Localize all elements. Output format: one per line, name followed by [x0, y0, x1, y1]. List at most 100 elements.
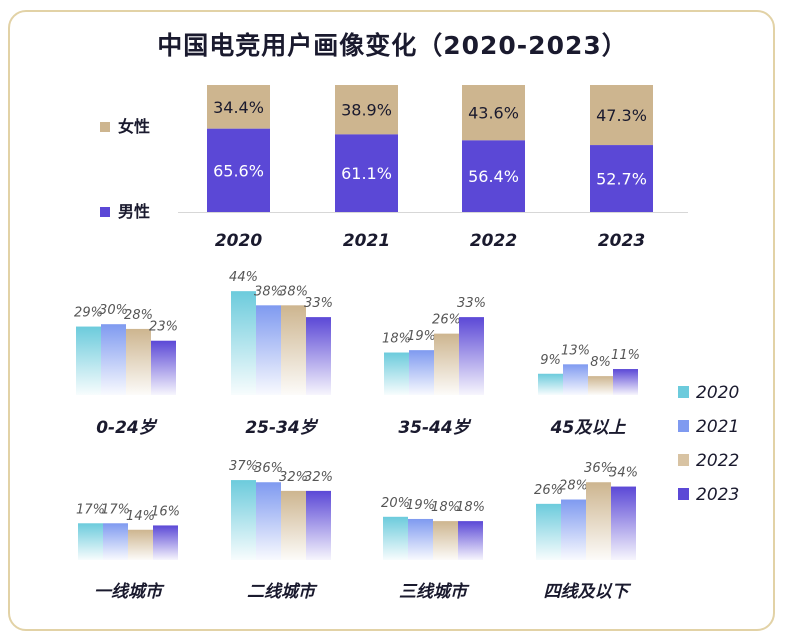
bar-2-35-44岁-2021 [409, 350, 434, 395]
bar-2-25-34岁-2023 [306, 317, 331, 395]
value-label-3-二线城市-2022: 32% [279, 470, 308, 485]
year-label-2021: 2021 [343, 231, 390, 251]
chart-title: 中国电竞用户画像变化（2020-2023） [157, 31, 628, 60]
bar-2-0-24岁-2022 [126, 328, 151, 395]
value-label-3-四线及以下-2020: 26% [534, 483, 563, 498]
value-label-2-35-44岁-2023: 33% [457, 296, 486, 311]
female-label-2022: 43.6% [468, 104, 519, 123]
value-label-3-二线城市-2020: 37% [229, 459, 258, 474]
year-label-2022: 2022 [470, 231, 517, 251]
legend-label-2022: 2022 [696, 451, 739, 471]
category-label-2-35-44岁: 35-44岁 [398, 418, 471, 438]
bar-2-35-44岁-2023 [459, 317, 484, 395]
legend-swatch-2023 [678, 488, 689, 500]
value-label-3-二线城市-2023: 32% [304, 470, 333, 485]
legend-swatch-2021 [678, 420, 689, 432]
legend-label-2023: 2023 [696, 485, 739, 505]
value-label-3-三线城市-2021: 19% [406, 498, 435, 513]
female-label-2023: 47.3% [596, 106, 647, 125]
value-label-2-0-24岁-2023: 23% [149, 320, 178, 335]
legend-swatch-male [100, 207, 110, 217]
bar-2-0-24岁-2021 [101, 324, 126, 395]
legend-label-2021: 2021 [696, 417, 739, 437]
bar-2-45及以上-2021 [563, 364, 588, 395]
bar-2-25-34岁-2022 [281, 305, 306, 395]
legend-swatch-2020 [678, 386, 689, 398]
female-bar-2022 [462, 85, 525, 141]
bar-3-二线城市-2023 [306, 490, 331, 560]
legend-swatch-female [100, 122, 110, 132]
bar-3-一线城市-2021 [103, 523, 128, 560]
bar-3-二线城市-2022 [281, 490, 306, 560]
male-label-2020: 65.6% [213, 161, 264, 180]
male-label-2021: 61.1% [341, 164, 392, 183]
value-label-2-0-24岁-2021: 30% [99, 303, 128, 318]
female-bar-2021 [335, 85, 398, 135]
value-label-2-45及以上-2022: 8% [590, 355, 611, 370]
male-bar-2022 [462, 140, 525, 212]
bar-3-一线城市-2023 [153, 525, 178, 560]
male-label-2022: 56.4% [468, 167, 519, 186]
male-bar-2021 [335, 134, 398, 212]
legend-swatch-2022 [678, 454, 689, 466]
bar-3-四线及以下-2021 [561, 499, 586, 560]
value-label-2-0-24岁-2022: 28% [124, 308, 153, 323]
bar-2-45及以上-2020 [538, 373, 563, 395]
category-label-3-二线城市: 二线城市 [247, 582, 318, 602]
bar-3-二线城市-2021 [256, 482, 281, 560]
male-bar-2023 [590, 145, 653, 212]
category-label-2-0-24岁: 0-24岁 [96, 418, 158, 438]
bar-2-45及以上-2023 [613, 369, 638, 395]
value-label-2-25-34岁-2020: 44% [229, 270, 258, 285]
value-label-3-四线及以下-2021: 28% [559, 479, 588, 494]
bar-3-三线城市-2020 [383, 516, 408, 560]
bar-3-四线及以下-2023 [611, 486, 636, 560]
bar-2-25-34岁-2020 [231, 291, 256, 395]
category-label-3-三线城市: 三线城市 [399, 582, 470, 602]
bar-3-一线城市-2020 [78, 523, 103, 560]
category-label-3-一线城市: 一线城市 [94, 582, 165, 602]
bar-3-三线城市-2021 [408, 518, 433, 560]
value-label-2-35-44岁-2022: 26% [432, 313, 461, 328]
value-label-2-25-34岁-2022: 38% [279, 284, 308, 299]
legend-label-2020: 2020 [696, 383, 739, 403]
value-label-3-三线城市-2022: 18% [431, 500, 460, 515]
male-bar-2020 [207, 128, 270, 212]
bar-3-四线及以下-2022 [586, 482, 611, 560]
value-label-2-45及以上-2020: 9% [540, 353, 561, 368]
male-label-2023: 52.7% [596, 170, 647, 189]
bar-2-45及以上-2022 [588, 376, 613, 395]
bar-2-25-34岁-2021 [256, 305, 281, 395]
value-label-2-35-44岁-2020: 18% [382, 332, 411, 347]
legend-label-male: 男性 [118, 202, 150, 221]
value-label-2-25-34岁-2023: 33% [304, 296, 333, 311]
female-label-2020: 34.4% [213, 98, 264, 117]
value-label-3-三线城市-2023: 18% [456, 500, 485, 515]
female-bar-2020 [207, 85, 270, 129]
value-label-3-二线城市-2021: 36% [254, 461, 283, 476]
category-label-2-25-34岁: 25-34岁 [245, 418, 318, 438]
year-label-2020: 2020 [215, 231, 262, 251]
value-label-2-35-44岁-2021: 19% [407, 329, 436, 344]
bar-2-35-44岁-2020 [384, 352, 409, 395]
value-label-2-45及以上-2021: 13% [561, 343, 590, 358]
bar-2-0-24岁-2020 [76, 326, 101, 395]
bar-3-四线及以下-2020 [536, 503, 561, 560]
bar-2-0-24岁-2023 [151, 340, 176, 395]
female-bar-2023 [590, 85, 653, 146]
category-label-2-45及以上: 45及以上 [550, 418, 627, 438]
value-label-2-25-34岁-2021: 38% [254, 284, 283, 299]
bar-2-35-44岁-2022 [434, 333, 459, 395]
bar-3-三线城市-2022 [433, 521, 458, 560]
legend-label-female: 女性 [118, 117, 150, 136]
value-label-3-三线城市-2020: 20% [381, 496, 410, 511]
value-label-3-四线及以下-2022: 36% [584, 461, 613, 476]
bar-3-三线城市-2023 [458, 521, 483, 560]
value-label-3-一线城市-2022: 14% [126, 509, 155, 524]
value-label-3-一线城市-2023: 16% [151, 504, 180, 519]
category-label-3-四线及以下: 四线及以下 [544, 582, 632, 602]
value-label-2-0-24岁-2020: 29% [74, 306, 103, 321]
value-label-3-一线城市-2021: 17% [101, 502, 130, 517]
female-label-2021: 38.9% [341, 101, 392, 120]
